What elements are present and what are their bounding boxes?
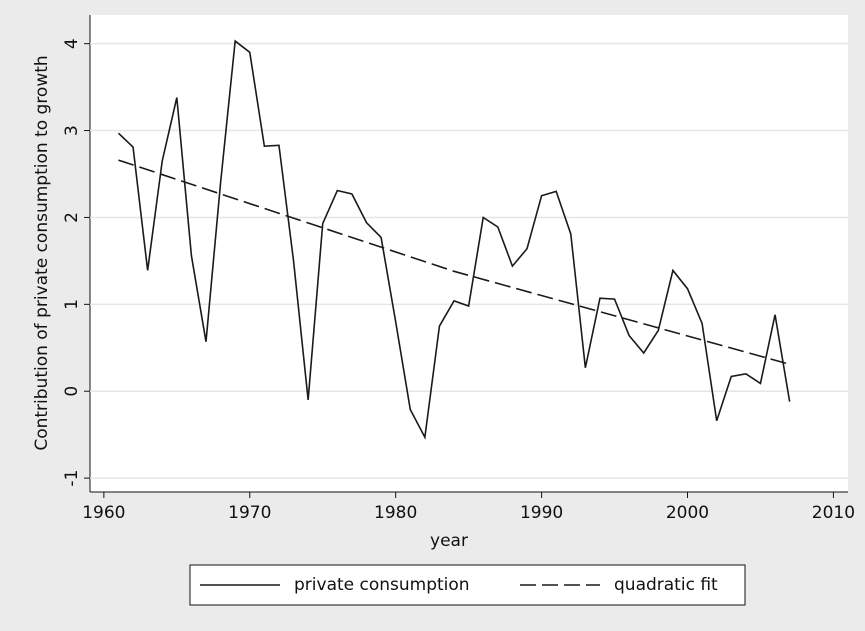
legend-label: quadratic fit: [614, 575, 718, 595]
x-tick-label: 2010: [812, 503, 855, 523]
x-tick-label: 1960: [82, 503, 125, 523]
line-series: [118, 159, 790, 366]
legend-label: private consumption: [294, 575, 470, 595]
x-tick-label: 1970: [228, 503, 271, 523]
line-series: [117, 39, 791, 440]
y-tick-label: 2: [62, 212, 82, 223]
y-axis-title: Contribution of private consumption to g…: [32, 55, 52, 450]
x-tick-label: 1980: [374, 503, 417, 523]
legend-box: [189, 564, 746, 606]
plot-area: [90, 15, 848, 492]
x-tick-label: 2000: [666, 503, 709, 523]
y-tick-label: 0: [62, 386, 82, 397]
x-axis-title: year: [430, 531, 468, 551]
y-tick-label: 4: [62, 38, 82, 49]
x-tick-label: 1990: [520, 503, 563, 523]
y-tick-label: 3: [62, 125, 82, 136]
y-tick-label: 1: [62, 299, 82, 310]
y-tick-label: -1: [62, 470, 82, 487]
